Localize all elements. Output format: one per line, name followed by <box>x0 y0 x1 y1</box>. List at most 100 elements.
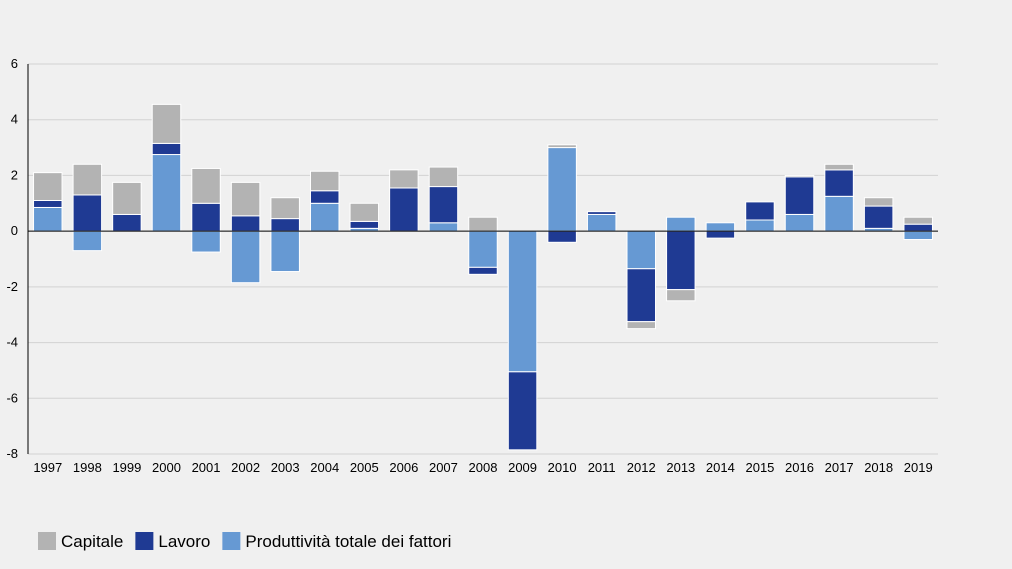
x-tick-label: 2009 <box>508 460 537 475</box>
x-tick-label: 2019 <box>904 460 933 475</box>
bar-2003-capitale <box>270 197 300 220</box>
bar-2008-lavoro <box>468 266 498 275</box>
bar-2001-capitale <box>191 167 221 204</box>
y-tick-label: -6 <box>6 390 18 405</box>
x-tick-label: 1997 <box>33 460 62 475</box>
bar-1997-lavoro <box>33 200 63 208</box>
x-tick-label: 2010 <box>548 460 577 475</box>
bar-2016-capitale <box>784 174 815 178</box>
bar-2010-lavoro <box>547 230 577 243</box>
bars-layer <box>33 103 933 451</box>
bar-2009-lavoro <box>507 371 538 451</box>
bar-1997-capitale <box>33 172 63 201</box>
bar-2019-capitale <box>903 216 933 225</box>
x-tick-label: 2002 <box>231 460 260 475</box>
bar-2018-lavoro <box>863 205 894 229</box>
bar-2007-lavoro <box>428 186 459 224</box>
bar-2007-produttività <box>428 222 459 232</box>
bar-2012-capitale <box>626 321 657 330</box>
bar-2013-capitale <box>666 289 696 302</box>
bar-2011-lavoro <box>586 211 617 215</box>
bar-2017-capitale <box>824 163 854 171</box>
bar-2000-lavoro <box>151 142 182 156</box>
bar-2002-capitale <box>230 181 261 217</box>
x-tick-label: 2018 <box>864 460 893 475</box>
bar-2012-produttività <box>626 230 657 270</box>
bar-2001-produttività <box>191 230 221 253</box>
bar-2013-lavoro <box>666 230 696 291</box>
bar-2011-produttività <box>586 213 617 232</box>
y-tick-label: 2 <box>11 167 18 182</box>
bar-1997-produttività <box>33 206 63 232</box>
y-tick-label: 0 <box>11 223 18 238</box>
bar-2005-lavoro <box>349 220 380 229</box>
x-tick-label: 2008 <box>469 460 498 475</box>
bar-2015-produttività <box>745 219 775 232</box>
legend-swatch <box>222 532 241 550</box>
x-tick-label: 2015 <box>745 460 774 475</box>
bar-2010-produttività <box>547 147 577 232</box>
x-tick-label: 1998 <box>73 460 102 475</box>
bar-2006-capitale <box>389 169 419 189</box>
x-tick-label: 2012 <box>627 460 656 475</box>
bar-2013-produttività <box>666 216 696 232</box>
bar-2008-capitale <box>468 216 498 232</box>
bar-2014-produttività <box>705 222 736 232</box>
x-tick-label: 2001 <box>192 460 221 475</box>
bar-1998-lavoro <box>72 194 103 232</box>
y-tick-label: -8 <box>6 446 18 461</box>
bar-2002-lavoro <box>230 215 261 232</box>
x-tick-label: 2013 <box>666 460 695 475</box>
bar-2017-lavoro <box>824 169 854 197</box>
x-tick-label: 2000 <box>152 460 181 475</box>
bar-2004-lavoro <box>309 190 340 204</box>
bar-2004-produttività <box>309 202 340 232</box>
bar-2018-capitale <box>863 197 894 207</box>
legend-swatch <box>135 532 154 550</box>
bar-2008-produttività <box>468 230 498 268</box>
x-tick-label: 2011 <box>588 460 616 475</box>
bar-2003-produttività <box>270 230 300 273</box>
bar-2015-lavoro <box>745 201 775 221</box>
bar-2014-lavoro <box>705 230 736 239</box>
bar-2006-lavoro <box>389 187 419 232</box>
bar-2012-lavoro <box>626 268 657 323</box>
bar-2005-capitale <box>349 202 380 222</box>
x-tick-label: 2003 <box>271 460 300 475</box>
x-tick-label: 2005 <box>350 460 379 475</box>
bar-2019-lavoro <box>903 223 933 232</box>
bar-2000-produttività <box>151 154 182 232</box>
bar-2016-produttività <box>784 213 815 232</box>
bar-2004-capitale <box>309 170 340 192</box>
bar-1999-capitale <box>112 181 142 215</box>
legend: Capitale Lavoro Produttività totale dei fa… <box>38 532 451 551</box>
bar-2009-produttività <box>507 230 538 373</box>
axis-layer: -8 -6 -4 -2 0 2 4 6 1997 1998 1999 2000 2001 2002 2003… <box>6 56 938 475</box>
x-tick-label: 2007 <box>429 460 458 475</box>
legend-swatch <box>38 532 56 550</box>
legend-label: Lavoro <box>158 532 210 551</box>
y-tick-label: -2 <box>6 279 18 294</box>
y-tick-label: 4 <box>11 112 18 127</box>
y-tick-label: -4 <box>6 335 18 350</box>
legend-label: Capitale <box>61 532 123 551</box>
x-tick-label: 2006 <box>389 460 418 475</box>
bar-2016-lavoro <box>784 176 815 215</box>
x-tick-label: 2014 <box>706 460 735 475</box>
bar-1998-capitale <box>72 163 103 196</box>
bar-2002-produttività <box>230 230 261 284</box>
y-tick-label: 6 <box>11 56 18 71</box>
bar-1999-lavoro <box>112 213 142 232</box>
x-tick-label: 2016 <box>785 460 814 475</box>
bar-2010-capitale <box>547 144 577 149</box>
bar-2001-lavoro <box>191 202 221 232</box>
bar-2007-capitale <box>428 166 459 188</box>
bar-2017-produttività <box>824 195 854 232</box>
bar-2003-lavoro <box>270 218 300 232</box>
x-tick-label: 2004 <box>310 460 339 475</box>
bar-1998-produttività <box>72 230 103 252</box>
x-tick-label: 1999 <box>112 460 141 475</box>
bar-2000-capitale <box>151 103 182 144</box>
